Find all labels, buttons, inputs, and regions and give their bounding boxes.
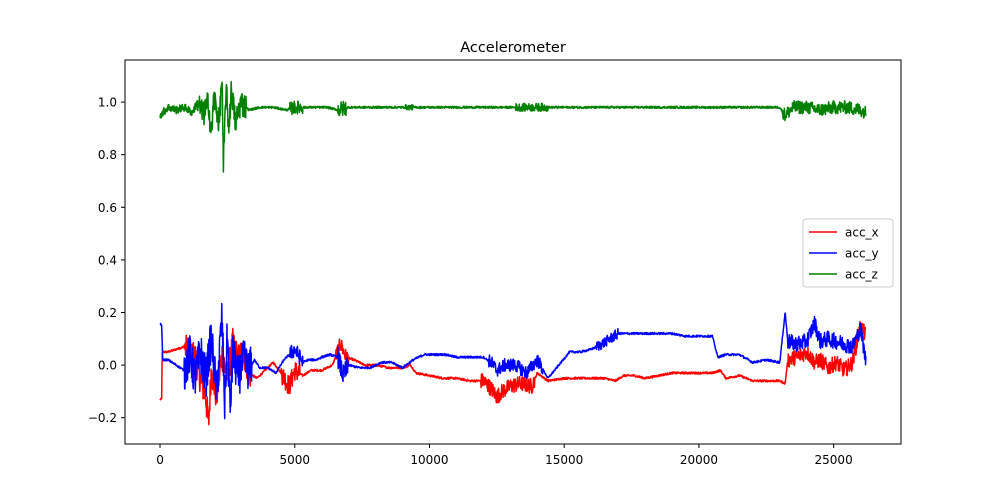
- y-axis: −0.2 0.0 0.2 0.4 0.6 0.8 1.0: [88, 96, 125, 425]
- x-tick-label: 20000: [680, 453, 718, 467]
- x-axis: 0 5000 10000 15000 20000 25000: [156, 444, 853, 467]
- x-tick-label: 25000: [815, 453, 853, 467]
- legend: acc_x acc_y acc_z: [802, 218, 894, 288]
- x-tick-label: 5000: [279, 453, 310, 467]
- series-line-acc_z: [159, 80, 867, 173]
- plot-frame: [124, 59, 902, 445]
- y-tick-label: 1.0: [98, 96, 117, 110]
- legend-label-acc_z: acc_z: [845, 268, 878, 282]
- y-tick-label: 0.8: [98, 148, 117, 162]
- y-tick-label: 0.4: [98, 253, 117, 267]
- x-tick-label: 0: [156, 453, 164, 467]
- series-layer: [159, 80, 867, 426]
- chart-title: Accelerometer: [460, 40, 566, 56]
- legend-box: [802, 218, 894, 288]
- x-tick-label: 10000: [410, 453, 448, 467]
- y-tick-label: 0.6: [98, 201, 117, 215]
- y-tick-label: 0.0: [98, 359, 117, 373]
- series-line-acc_y: [159, 302, 867, 420]
- y-tick-label: 0.2: [98, 306, 117, 320]
- x-tick-label: 15000: [545, 453, 583, 467]
- y-tick-label: −0.2: [88, 411, 117, 425]
- series-line-acc_x: [159, 320, 867, 426]
- legend-label-acc_x: acc_x: [845, 226, 879, 240]
- legend-label-acc_y: acc_y: [845, 247, 879, 261]
